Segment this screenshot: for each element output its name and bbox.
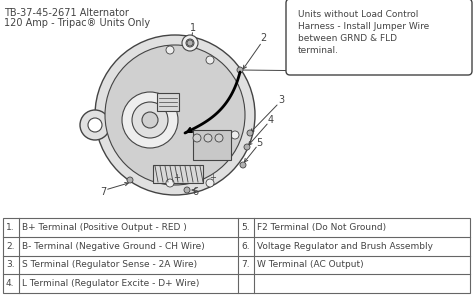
Text: 5.: 5. bbox=[241, 223, 250, 232]
FancyBboxPatch shape bbox=[193, 130, 231, 160]
Circle shape bbox=[206, 179, 214, 187]
Text: +: + bbox=[210, 173, 217, 182]
Circle shape bbox=[80, 110, 110, 140]
Text: +: + bbox=[173, 173, 181, 182]
Text: 5: 5 bbox=[256, 138, 262, 148]
Text: Units without Load Control
Harness - Install Jumper Wire
between GRND & FLD
term: Units without Load Control Harness - Ins… bbox=[298, 10, 429, 55]
Circle shape bbox=[244, 144, 250, 150]
Text: B- Terminal (Negative Ground - CH Wire): B- Terminal (Negative Ground - CH Wire) bbox=[22, 242, 205, 251]
Circle shape bbox=[204, 134, 212, 142]
Circle shape bbox=[142, 112, 158, 128]
FancyBboxPatch shape bbox=[3, 218, 470, 293]
Circle shape bbox=[127, 177, 133, 183]
Text: TB-37-45-2671 Alternator: TB-37-45-2671 Alternator bbox=[4, 8, 129, 18]
Circle shape bbox=[215, 134, 223, 142]
Text: 6: 6 bbox=[192, 187, 198, 197]
Circle shape bbox=[247, 130, 253, 136]
Text: F2 Terminal (Do Not Ground): F2 Terminal (Do Not Ground) bbox=[257, 223, 386, 232]
Circle shape bbox=[166, 46, 174, 54]
Text: S Terminal (Regulator Sense - 2A Wire): S Terminal (Regulator Sense - 2A Wire) bbox=[22, 260, 197, 269]
Text: B+ Terminal (Positive Output - RED ): B+ Terminal (Positive Output - RED ) bbox=[22, 223, 187, 232]
Text: W Terminal (AC Output): W Terminal (AC Output) bbox=[257, 260, 364, 269]
Circle shape bbox=[193, 134, 201, 142]
Text: 1.: 1. bbox=[6, 223, 15, 232]
Text: 3: 3 bbox=[278, 95, 284, 105]
Circle shape bbox=[132, 102, 168, 138]
Text: 3.: 3. bbox=[6, 260, 15, 269]
Circle shape bbox=[105, 45, 245, 185]
Circle shape bbox=[122, 92, 178, 148]
FancyBboxPatch shape bbox=[157, 93, 179, 111]
Circle shape bbox=[237, 67, 243, 73]
Circle shape bbox=[186, 39, 194, 47]
FancyBboxPatch shape bbox=[286, 0, 472, 75]
Circle shape bbox=[182, 35, 198, 51]
Circle shape bbox=[184, 187, 190, 193]
Circle shape bbox=[88, 118, 102, 132]
Circle shape bbox=[187, 40, 193, 46]
Text: 7.: 7. bbox=[241, 260, 250, 269]
Text: Voltage Regulator and Brush Assembly: Voltage Regulator and Brush Assembly bbox=[257, 242, 433, 251]
Text: 2.: 2. bbox=[6, 242, 15, 251]
Text: 4.: 4. bbox=[6, 279, 15, 288]
Circle shape bbox=[206, 56, 214, 64]
Circle shape bbox=[95, 35, 255, 195]
Circle shape bbox=[231, 131, 239, 139]
FancyBboxPatch shape bbox=[153, 165, 203, 183]
Circle shape bbox=[240, 162, 246, 168]
Text: L Terminal (Regulator Excite - D+ Wire): L Terminal (Regulator Excite - D+ Wire) bbox=[22, 279, 200, 288]
Text: 120 Amp - Tripac® Units Only: 120 Amp - Tripac® Units Only bbox=[4, 18, 150, 28]
Circle shape bbox=[166, 179, 174, 187]
Text: 4: 4 bbox=[268, 115, 274, 125]
Text: 6.: 6. bbox=[241, 242, 250, 251]
Text: 7: 7 bbox=[100, 187, 106, 197]
Text: 2: 2 bbox=[260, 33, 266, 43]
Text: 1: 1 bbox=[190, 23, 196, 33]
